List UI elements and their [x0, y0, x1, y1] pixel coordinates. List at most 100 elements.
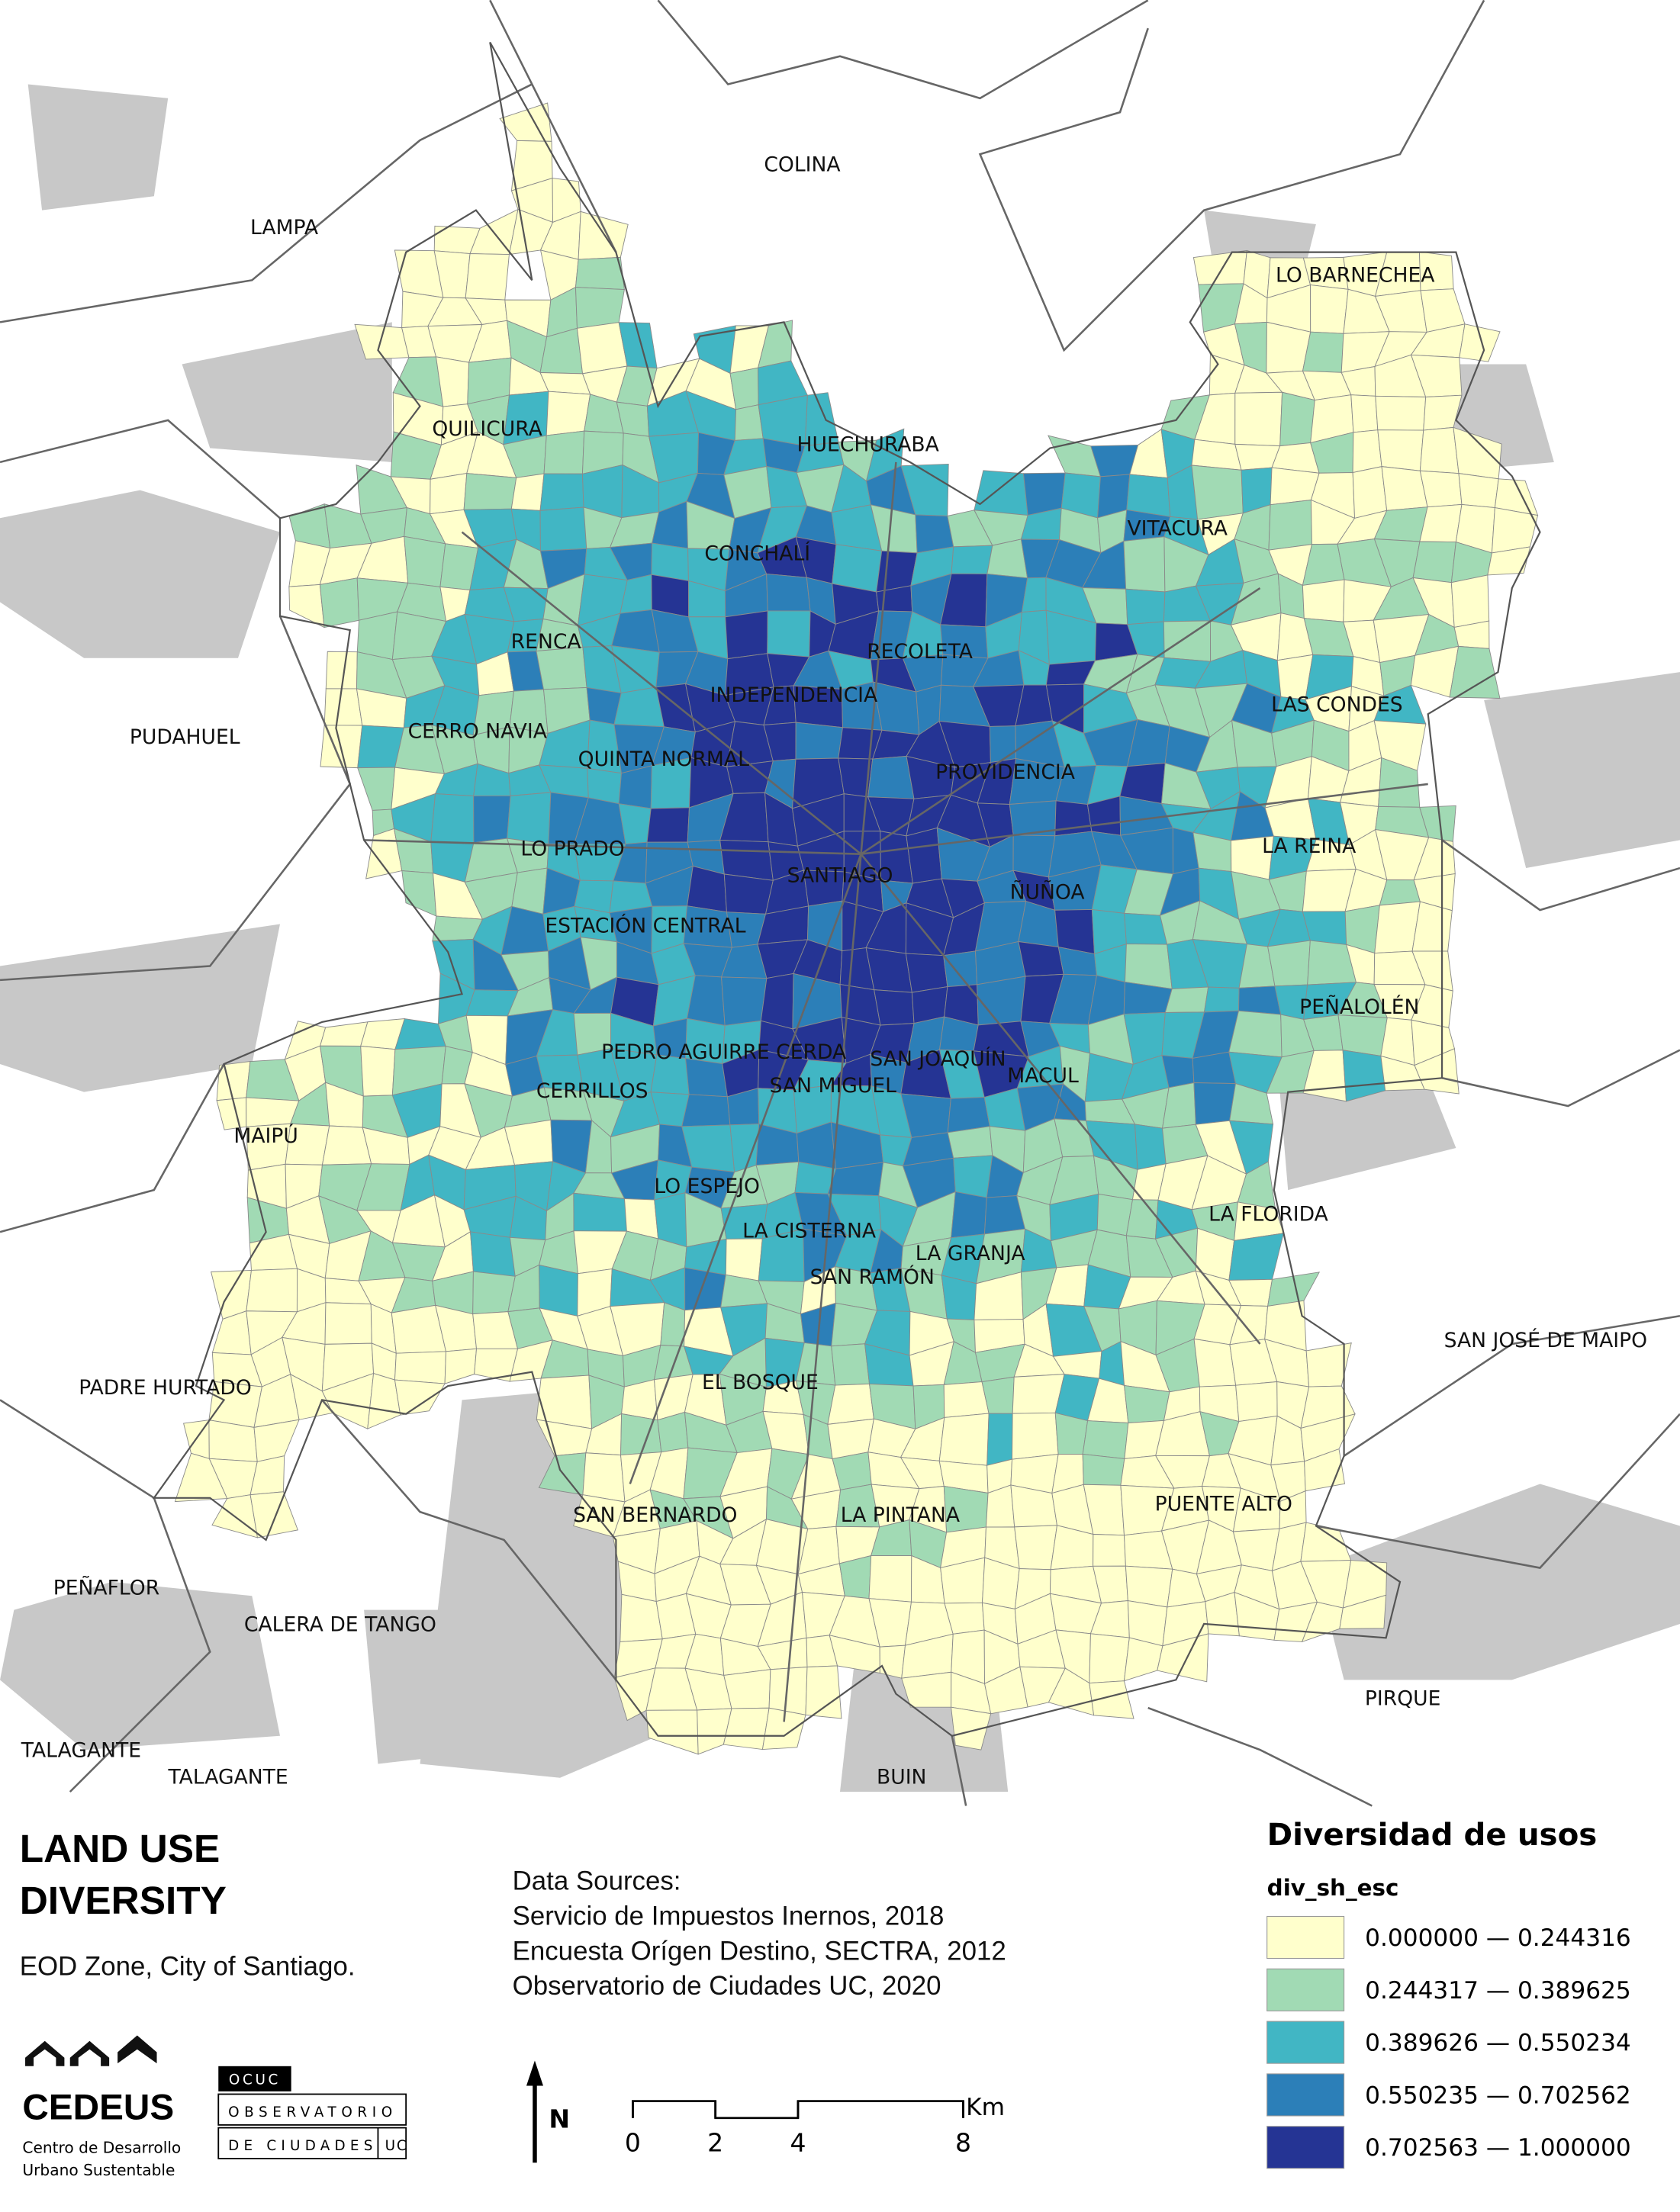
commune-label: RENCA	[511, 630, 581, 654]
zone	[539, 506, 587, 551]
zone	[1302, 579, 1345, 622]
zone	[1450, 574, 1490, 628]
zone	[1419, 470, 1463, 508]
urban-area	[27, 84, 169, 211]
zone	[511, 867, 548, 915]
zone	[684, 1267, 726, 1311]
boundary-line	[1441, 1049, 1680, 1108]
commune-label: LAMPA	[250, 216, 318, 240]
zone	[1125, 944, 1173, 990]
boundary-line	[0, 1063, 225, 1233]
zone	[394, 1379, 446, 1416]
commune-label: ESTACIÓN CENTRAL	[545, 914, 745, 938]
commune-label: MAIPÚ	[233, 1124, 298, 1148]
commune-label: CONCHALÍ	[704, 542, 810, 566]
commune-label: PEDRO AGUIRRE CERDA	[601, 1040, 846, 1064]
zone	[951, 1706, 992, 1751]
commune-label: SAN JOAQUÍN	[870, 1047, 1006, 1071]
commune-label: TALAGANTE	[167, 1765, 288, 1789]
zone	[1449, 645, 1501, 699]
legend-label: 0.702563 — 1.000000	[1365, 2134, 1631, 2162]
subtitle: EOD Zone, City of Santiago.	[20, 1952, 356, 1982]
zone	[1125, 588, 1166, 625]
zone	[1125, 1565, 1173, 1608]
zone	[721, 976, 768, 1026]
zone	[915, 514, 954, 554]
zone	[938, 1413, 990, 1466]
zone	[953, 1155, 993, 1198]
urban-area	[0, 490, 280, 658]
logo-text: UC	[385, 2138, 408, 2154]
zone	[1339, 1594, 1387, 1629]
zone	[681, 1094, 731, 1127]
commune-label: QUILICURA	[432, 417, 542, 441]
commune-label: HUECHURABA	[797, 432, 939, 456]
zone	[729, 1124, 760, 1173]
zone	[539, 473, 584, 511]
zone	[1123, 536, 1166, 593]
zone	[1191, 439, 1242, 471]
legend-swatch	[1266, 2073, 1345, 2117]
boundaries	[0, 0, 1680, 1807]
zone	[430, 793, 475, 844]
north-label: N	[549, 2104, 570, 2134]
commune-label: LO BARNECHEA	[1276, 263, 1434, 287]
urban-area	[1484, 672, 1680, 869]
legend-label: 0.244317 — 0.389625	[1365, 1977, 1631, 2005]
boundary-line	[1343, 1314, 1680, 1457]
zone	[943, 950, 978, 988]
commune-label: SAN MIGUEL	[770, 1074, 897, 1098]
zone	[906, 827, 942, 884]
zone	[430, 473, 468, 515]
commune-label: RECOLETA	[867, 640, 973, 664]
logo-text: Centro de Desarrollo	[22, 2139, 181, 2157]
zone	[805, 1665, 842, 1719]
zone	[1487, 546, 1531, 576]
city-outline	[152, 41, 1541, 1737]
zone	[868, 1555, 912, 1603]
zone	[576, 322, 628, 375]
logo-text: Urbano Sustentable	[22, 2161, 175, 2179]
zone	[723, 1707, 770, 1751]
zone	[465, 253, 510, 301]
commune-label: CERRO NAVIA	[408, 720, 547, 744]
zone	[574, 256, 625, 291]
commune-label: QUINTA NORMAL	[578, 748, 749, 771]
boundary-line	[657, 0, 1149, 100]
logo-name: OCUC	[229, 2072, 281, 2088]
boundary-line	[1441, 839, 1680, 911]
commune-label: SAN RAMÓN	[810, 1265, 935, 1289]
zone	[943, 1381, 990, 1418]
zone	[319, 577, 360, 629]
zone	[613, 686, 665, 728]
zone	[1235, 1381, 1278, 1423]
zone	[974, 470, 1028, 516]
zone	[725, 610, 768, 660]
zone	[473, 795, 511, 844]
zone	[620, 1413, 662, 1456]
zone	[687, 865, 727, 913]
commune-label: LA FLORIDA	[1209, 1203, 1328, 1227]
zone	[646, 807, 690, 843]
zone	[660, 1302, 686, 1347]
zone	[510, 473, 545, 511]
zone	[865, 947, 912, 993]
commune-label: LO ESPEJO	[654, 1175, 760, 1198]
boundary-line	[0, 616, 352, 982]
commune-label: PROVIDENCIA	[935, 760, 1075, 784]
boundary-line	[629, 854, 862, 1484]
zone	[574, 287, 625, 329]
zone	[1238, 985, 1282, 1015]
boundary-line	[861, 783, 1428, 855]
zone	[1093, 1534, 1126, 1567]
legend-swatch	[1266, 1968, 1345, 2011]
zone	[1375, 395, 1427, 431]
commune-label: LA GRANJA	[916, 1242, 1025, 1265]
boundary-line	[0, 419, 281, 519]
commune-label: LO PRADO	[520, 838, 624, 861]
zone	[582, 1452, 626, 1503]
zone	[1203, 986, 1240, 1013]
zone	[1054, 800, 1093, 837]
zone	[1310, 285, 1349, 334]
source: Encuesta Orígen Destino, SECTRA, 2012	[513, 1936, 1006, 1966]
